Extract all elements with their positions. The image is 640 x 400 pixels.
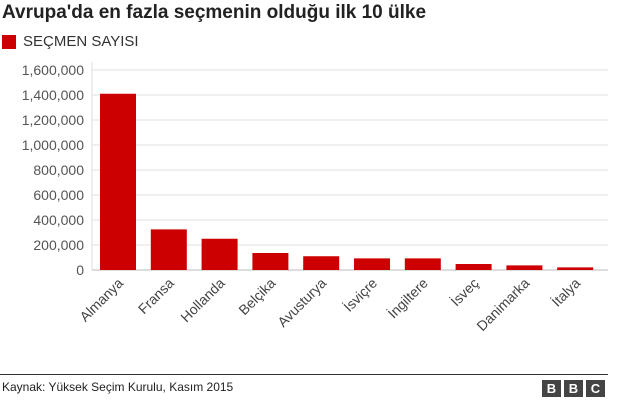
x-tick-label: Almanya (76, 275, 126, 325)
logo-letter: C (586, 380, 605, 397)
y-tick-label: 200,000 (33, 237, 84, 253)
bbc-logo: B B C (542, 380, 605, 397)
chart-title: Avrupa'da en fazla seçmenin olduğu ilk 1… (2, 2, 427, 23)
x-tick-label: Fransa (135, 275, 177, 317)
y-tick-label: 600,000 (33, 187, 84, 203)
x-tick-label: İngiltere (384, 274, 431, 321)
legend: SEÇMEN SAYISI (2, 33, 139, 50)
bar (557, 267, 594, 270)
footer-divider (0, 374, 608, 375)
bar (201, 238, 238, 270)
x-tick-label: Hollanda (177, 275, 228, 326)
y-tick-label: 800,000 (33, 162, 84, 178)
y-tick-label: 1,200,000 (22, 112, 84, 128)
x-tick-label: İsviçre (339, 274, 380, 315)
bar (252, 253, 289, 270)
bar (303, 256, 340, 270)
y-tick-label: 0 (76, 262, 84, 278)
x-tick-label: İsveç (447, 274, 482, 309)
y-tick-label: 1,600,000 (22, 62, 84, 78)
y-tick-label: 1,000,000 (22, 137, 84, 153)
x-tick-label: Belçika (235, 275, 278, 318)
legend-label: SEÇMEN SAYISI (23, 33, 139, 50)
source-note: Kaynak: Yüksek Seçim Kurulu, Kasım 2015 (2, 380, 234, 394)
bar (506, 265, 543, 270)
bar (404, 258, 441, 270)
x-tick-label: Danimarka (473, 275, 532, 334)
x-tick-label: İtalya (548, 274, 584, 310)
y-tick-label: 1,400,000 (22, 87, 84, 103)
bar (100, 93, 136, 270)
x-tick-label: Avusturya (274, 275, 329, 330)
logo-letter: B (564, 380, 583, 397)
bar (150, 229, 187, 270)
bar-chart: 0 200,000 400,000 600,000 800,000 1,000,000 1,… (22, 62, 608, 334)
logo-letter: B (542, 380, 561, 397)
y-tick-label: 400,000 (33, 212, 84, 228)
legend-swatch (2, 34, 16, 49)
bar (455, 264, 492, 270)
bar (354, 258, 390, 270)
